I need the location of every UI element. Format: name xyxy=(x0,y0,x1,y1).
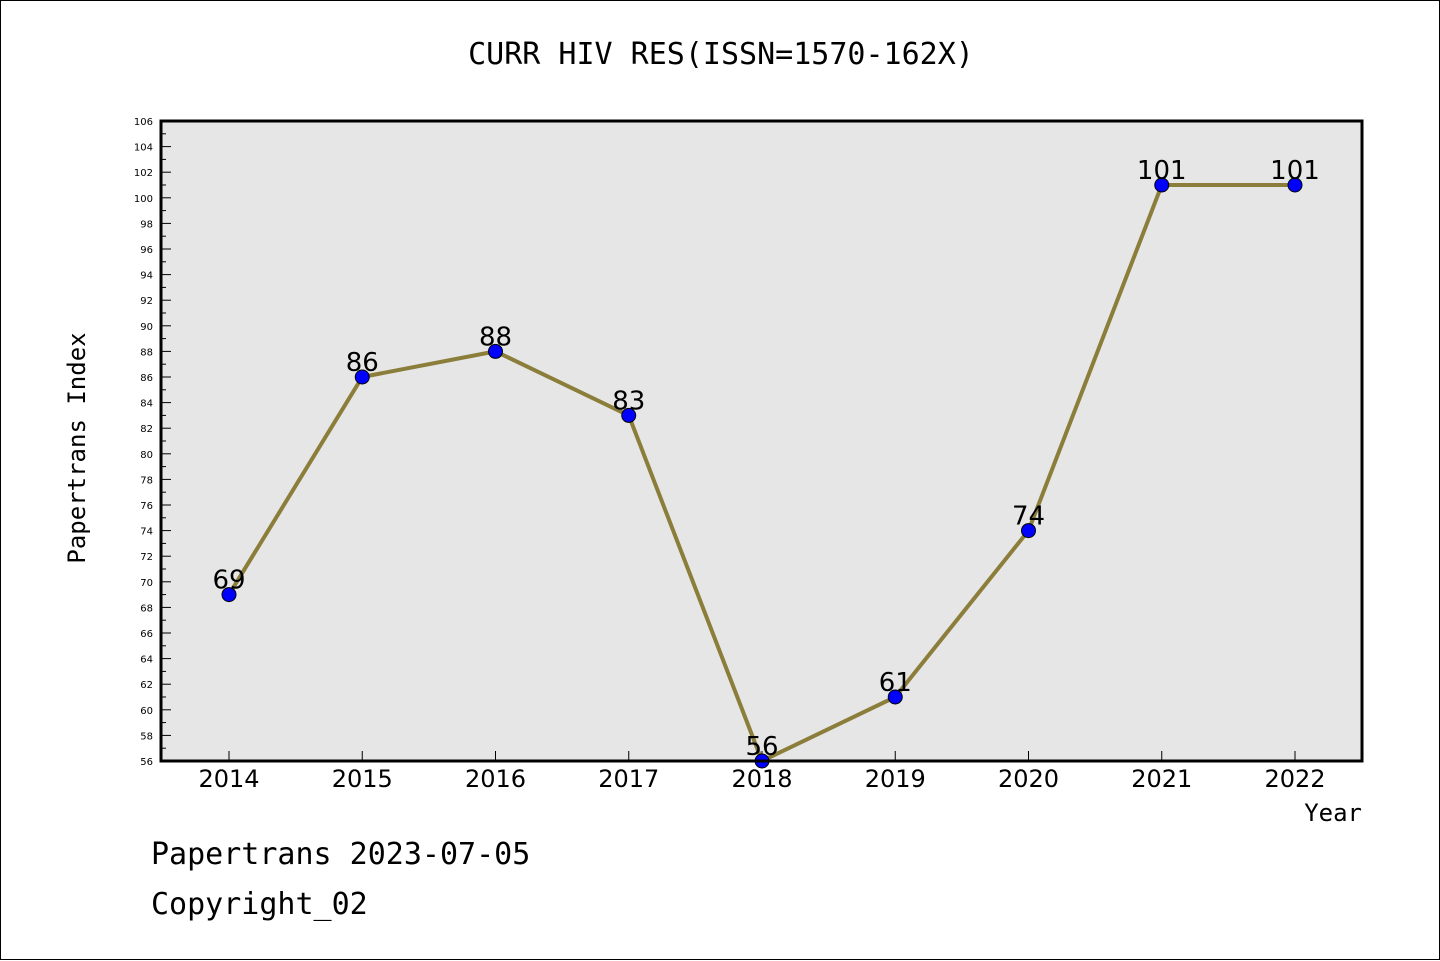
data-point-marker xyxy=(488,343,503,359)
data-point-marker xyxy=(1154,177,1170,193)
data-label: 61 xyxy=(879,668,912,698)
data-label: 74 xyxy=(1012,502,1045,532)
data-point-marker xyxy=(221,587,237,603)
data-point-marker xyxy=(1021,523,1036,539)
y-tick-label: 74 xyxy=(140,527,153,538)
y-tick-label: 98 xyxy=(140,219,153,230)
plot-area xyxy=(161,121,1362,761)
y-tick-label: 62 xyxy=(140,680,153,691)
x-tick-label: 2019 xyxy=(865,765,926,793)
x-tick-label: 2020 xyxy=(998,765,1059,793)
data-label-group: 69 86 88 83 56 61 74 101 101 xyxy=(212,156,1319,762)
data-point-marker xyxy=(1287,177,1303,193)
y-tick-label: 88 xyxy=(140,347,153,358)
data-label: 69 xyxy=(212,566,245,596)
y-tick-label: 92 xyxy=(140,296,153,307)
x-axis-title: Year xyxy=(1304,799,1362,827)
y-tick-label: 64 xyxy=(140,655,153,666)
y-tick-label: 66 xyxy=(140,629,153,640)
data-label: 101 xyxy=(1137,156,1187,186)
y-axis-title: Papertrans Index xyxy=(63,332,91,563)
y-tick-label: 90 xyxy=(140,322,153,333)
data-point-marker xyxy=(887,689,903,705)
x-tick-label: 2017 xyxy=(598,765,659,793)
data-label: 83 xyxy=(612,386,645,416)
plot-border xyxy=(159,119,1364,763)
y-tick-label: 106 xyxy=(134,117,153,128)
y-tick-label: 84 xyxy=(140,399,153,410)
y-tick-label: 80 xyxy=(140,450,153,461)
y-tick-label: 82 xyxy=(140,424,153,435)
x-tick-label: 2014 xyxy=(198,765,259,793)
x-tick-label: 2015 xyxy=(332,765,393,793)
data-point-marker xyxy=(354,369,370,385)
y-tick-label: 100 xyxy=(134,194,153,205)
y-tick-label: 70 xyxy=(140,578,153,589)
x-tick-label: 2022 xyxy=(1264,765,1325,793)
x-axis: 2014 2015 2016 2017 2018 2019 2020 2021 2022 xyxy=(198,751,1326,793)
y-tick-label: 86 xyxy=(140,373,153,384)
y-tick-label: 58 xyxy=(140,731,153,742)
y-tick-label: 78 xyxy=(140,475,153,486)
footer-copyright: Copyright_02 xyxy=(151,887,368,922)
y-tick-label: 72 xyxy=(140,552,153,563)
y-tick-label: 76 xyxy=(140,501,153,512)
y-tick-label: 104 xyxy=(134,143,153,154)
y-tick-label: 102 xyxy=(134,168,153,179)
data-label: 56 xyxy=(745,732,778,762)
x-tick-label: 2016 xyxy=(465,765,526,793)
data-label: 88 xyxy=(479,322,512,352)
x-tick-label: 2021 xyxy=(1131,765,1192,793)
y-tick-label: 56 xyxy=(140,757,153,768)
footer-date: Papertrans 2023-07-05 xyxy=(151,837,531,872)
y-tick-label: 94 xyxy=(140,271,153,282)
y-tick-label: 96 xyxy=(140,245,153,256)
data-label: 86 xyxy=(346,348,379,378)
x-tick-label: 2018 xyxy=(731,765,792,793)
data-label: 101 xyxy=(1270,156,1320,186)
y-tick-label: 60 xyxy=(140,706,153,717)
y-tick-label: 68 xyxy=(140,603,153,614)
y-axis: 56 58 60 62 64 66 68 70 72 74 76 78 80 82 84 86 88 90 92 94… xyxy=(134,117,171,768)
chart-title: CURR HIV RES(ISSN=1570-162X) xyxy=(468,37,974,72)
data-point-marker xyxy=(621,407,637,423)
